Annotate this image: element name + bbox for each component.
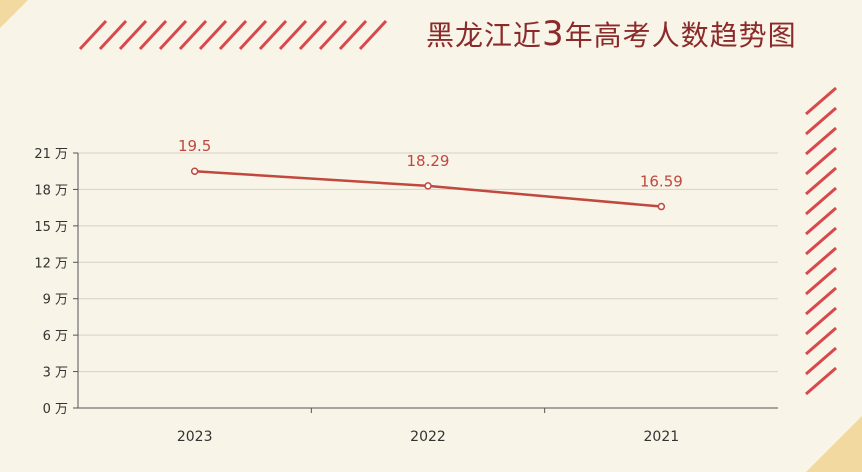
stripe [198, 19, 228, 51]
x-tick-label: 2021 [644, 429, 680, 445]
stripe [805, 366, 837, 396]
stripe [805, 346, 837, 376]
y-tick-label: 0 万 [43, 402, 68, 417]
decorative-stripes-right [805, 86, 837, 396]
stripe [358, 19, 388, 51]
stripe [805, 186, 837, 216]
stripe [118, 19, 148, 51]
data-label: 19.5 [178, 137, 211, 155]
y-tick-label: 6 万 [43, 329, 68, 344]
data-label: 16.59 [640, 173, 683, 191]
data-label: 18.29 [407, 152, 450, 170]
title-suffix: 年高考人数趋势图 [564, 19, 797, 52]
data-point [424, 182, 432, 190]
stripe [158, 19, 188, 51]
stripe [805, 306, 837, 336]
y-tick-label: 15 万 [34, 220, 68, 235]
data-point [190, 167, 199, 175]
stripe [805, 246, 837, 276]
stripe [78, 19, 108, 51]
data-point [657, 202, 666, 211]
stripe [805, 286, 837, 316]
title-prefix: 黑龙江近 [426, 19, 543, 52]
corner-triangle-top-left [0, 0, 28, 28]
y-tick-label: 18 万 [34, 183, 68, 198]
y-tick-label: 21 万 [34, 147, 68, 162]
stripe [805, 166, 837, 196]
corner-triangle-bottom-right [806, 416, 862, 472]
decorative-stripes-top [78, 19, 388, 51]
stripe [218, 19, 248, 51]
y-tick-label: 3 万 [43, 366, 68, 381]
stripe [805, 86, 837, 116]
stripe [805, 266, 837, 296]
stripe [298, 19, 328, 51]
page-title: 黑龙江近3年高考人数趋势图 [426, 14, 797, 54]
x-tick-label: 2022 [410, 429, 446, 445]
x-tick-label: 2023 [177, 429, 213, 445]
stripe [805, 146, 837, 176]
stripe [98, 19, 128, 51]
title-number: 3 [542, 14, 565, 54]
stripe [238, 19, 268, 51]
stripe [278, 19, 308, 51]
stripe [805, 126, 837, 156]
stripe [318, 19, 348, 51]
stripe [338, 19, 368, 51]
stripe [805, 106, 837, 136]
stripe [178, 19, 208, 51]
stripe [805, 206, 837, 236]
stripe [805, 226, 837, 256]
stripe [258, 19, 288, 51]
stripe [138, 19, 168, 51]
stripe [805, 326, 837, 356]
y-tick-label: 12 万 [34, 256, 68, 271]
y-tick-label: 9 万 [43, 293, 68, 308]
